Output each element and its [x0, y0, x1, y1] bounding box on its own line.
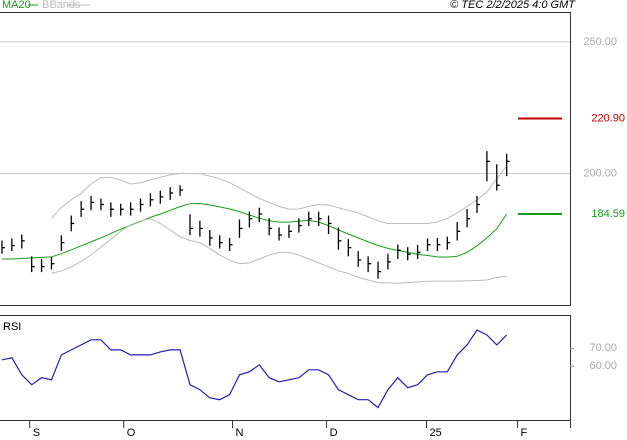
ma-line [2, 202, 508, 260]
legend-label: MA20 [2, 0, 31, 11]
pane-title: RSI [3, 321, 21, 333]
level-label: 184.59 [591, 208, 625, 220]
rsi-line [1, 329, 508, 409]
x-tick-label: F [521, 427, 528, 439]
x-tick-label: O [127, 427, 136, 439]
x-tick-label: 25 [430, 427, 442, 439]
x-tick-label: N [236, 427, 244, 439]
band-upper [51, 165, 508, 224]
y-tick-label: 250.00 [583, 36, 617, 48]
y-tick-label: 200.00 [583, 167, 617, 179]
band-lower [51, 218, 507, 284]
x-tick-label: S [33, 427, 40, 439]
y-tick-label: 60.00 [589, 360, 617, 372]
y-tick-label: 70.00 [589, 342, 617, 354]
legend-label: BBands [42, 0, 81, 11]
source: © TEC 2/2/2025 4:0 GMT [450, 0, 576, 11]
x-tick-label: D [330, 427, 338, 439]
level-label: 220.90 [591, 112, 625, 124]
